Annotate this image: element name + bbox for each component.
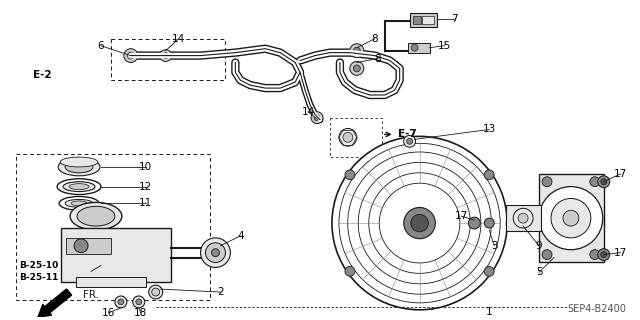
Circle shape <box>332 136 507 310</box>
Bar <box>506 205 541 231</box>
Bar <box>330 118 381 157</box>
Text: 13: 13 <box>483 124 496 134</box>
Circle shape <box>601 179 607 185</box>
Circle shape <box>314 115 320 121</box>
Circle shape <box>160 50 172 61</box>
Bar <box>66 238 111 254</box>
Text: 11: 11 <box>139 198 152 208</box>
Text: E-7: E-7 <box>397 129 417 140</box>
Circle shape <box>343 132 353 142</box>
Circle shape <box>484 267 494 276</box>
Ellipse shape <box>205 243 225 262</box>
Circle shape <box>468 217 480 229</box>
Text: 17: 17 <box>614 169 627 179</box>
Bar <box>410 13 438 27</box>
Circle shape <box>133 296 145 308</box>
Circle shape <box>484 218 494 228</box>
Circle shape <box>163 52 169 59</box>
Circle shape <box>551 198 591 238</box>
Text: 17: 17 <box>614 248 627 258</box>
Bar <box>422 16 433 24</box>
Bar <box>61 228 171 282</box>
Circle shape <box>590 250 600 260</box>
FancyArrow shape <box>38 289 72 317</box>
Circle shape <box>353 47 360 54</box>
Text: SEP4-B2400: SEP4-B2400 <box>568 304 627 314</box>
Ellipse shape <box>200 238 230 268</box>
Circle shape <box>74 239 88 253</box>
Text: 18: 18 <box>134 308 147 318</box>
Circle shape <box>350 61 364 75</box>
Circle shape <box>518 219 526 227</box>
Circle shape <box>353 65 360 72</box>
Circle shape <box>127 52 134 59</box>
Bar <box>408 43 429 52</box>
Circle shape <box>542 177 552 187</box>
Text: 9: 9 <box>536 241 542 251</box>
Text: 16: 16 <box>102 308 116 318</box>
Circle shape <box>404 207 435 239</box>
Circle shape <box>539 187 603 250</box>
Circle shape <box>484 170 494 180</box>
Bar <box>76 277 146 287</box>
Text: FR.: FR. <box>83 290 99 300</box>
Text: 10: 10 <box>139 162 152 172</box>
Text: 15: 15 <box>438 41 451 51</box>
Circle shape <box>148 285 163 299</box>
Text: 7: 7 <box>451 14 458 24</box>
Circle shape <box>345 267 355 276</box>
Circle shape <box>411 214 428 232</box>
Text: 8: 8 <box>371 34 378 44</box>
Text: 14: 14 <box>301 107 315 117</box>
Bar <box>539 174 604 262</box>
Text: 6: 6 <box>98 41 104 51</box>
Circle shape <box>563 210 579 226</box>
Text: 2: 2 <box>217 287 224 297</box>
Circle shape <box>152 288 160 296</box>
Circle shape <box>115 296 127 308</box>
Ellipse shape <box>63 182 95 192</box>
Circle shape <box>339 129 357 146</box>
Ellipse shape <box>211 249 220 257</box>
Text: 8: 8 <box>374 53 381 64</box>
Bar <box>111 39 225 80</box>
Circle shape <box>601 252 607 258</box>
Ellipse shape <box>77 206 115 226</box>
Ellipse shape <box>65 161 93 173</box>
Ellipse shape <box>65 199 93 207</box>
Circle shape <box>518 213 528 223</box>
Ellipse shape <box>70 202 122 230</box>
Text: E-2: E-2 <box>33 70 52 80</box>
Circle shape <box>404 135 415 147</box>
Text: 14: 14 <box>172 34 185 44</box>
Ellipse shape <box>71 201 87 206</box>
Text: 5: 5 <box>536 267 542 277</box>
Ellipse shape <box>58 158 100 176</box>
Text: 1: 1 <box>486 307 493 317</box>
Text: 3: 3 <box>491 241 497 251</box>
Circle shape <box>124 49 138 62</box>
Ellipse shape <box>69 184 89 189</box>
Circle shape <box>590 177 600 187</box>
Bar <box>413 16 420 24</box>
Circle shape <box>118 299 124 305</box>
Text: 12: 12 <box>139 182 152 192</box>
Circle shape <box>136 299 142 305</box>
Circle shape <box>406 138 413 144</box>
Circle shape <box>542 250 552 260</box>
Text: B-25-11: B-25-11 <box>19 273 59 282</box>
Bar <box>17 154 211 300</box>
Circle shape <box>311 112 323 124</box>
Circle shape <box>411 44 418 51</box>
Ellipse shape <box>60 157 98 167</box>
Circle shape <box>598 176 610 188</box>
Circle shape <box>598 249 610 260</box>
Text: B-25-10: B-25-10 <box>19 261 59 270</box>
Text: 4: 4 <box>237 231 244 241</box>
Circle shape <box>350 44 364 58</box>
Circle shape <box>345 170 355 180</box>
Text: 17: 17 <box>455 211 468 221</box>
